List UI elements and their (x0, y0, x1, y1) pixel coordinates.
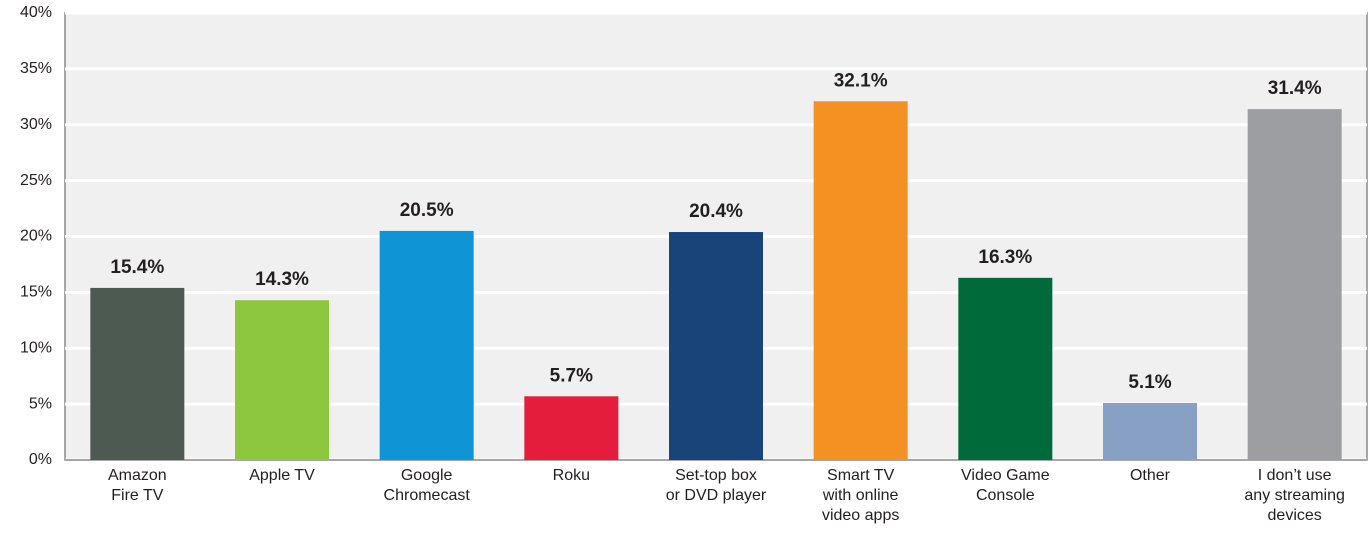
y-tick-label: 10% (20, 339, 52, 356)
value-label: 14.3% (255, 269, 309, 290)
x-tick-label: Apple TV (249, 467, 315, 484)
y-tick-label: 25% (20, 172, 52, 189)
y-tick-label: 35% (20, 60, 52, 77)
bar (235, 300, 329, 460)
bar (379, 230, 474, 460)
x-tick-label: Other (1129, 467, 1170, 484)
bar (669, 232, 763, 460)
x-tick-label: Google Chromecast (383, 467, 470, 504)
x-tick-label: Amazon Fire TV (107, 467, 167, 504)
bar (813, 101, 908, 460)
y-tick-label: 5% (29, 395, 52, 412)
bar (958, 277, 1053, 460)
y-tick-label: 20% (20, 228, 52, 245)
y-tick-label: 0% (29, 451, 52, 468)
y-tick-label: 30% (20, 116, 52, 133)
value-label: 20.5% (400, 200, 454, 221)
x-tick-label: Roku (552, 467, 590, 484)
bar (1247, 109, 1342, 460)
value-label: 5.7% (550, 365, 593, 386)
x-tick-label: Set-top box or DVD player (665, 467, 767, 504)
bar (1103, 403, 1197, 460)
y-tick-label: 15% (20, 284, 52, 301)
value-label: 32.1% (834, 70, 888, 91)
value-label: 16.3% (978, 247, 1032, 268)
x-tick-label: Video Game Console (961, 467, 1050, 504)
value-label: 15.4% (110, 257, 164, 278)
x-tick-label: Smart TV with online video apps (821, 467, 900, 524)
bar (90, 287, 185, 460)
value-label: 5.1% (1128, 372, 1171, 393)
y-tick-label: 40% (20, 4, 52, 21)
x-tick-label: I don’t use any streaming devices (1244, 467, 1345, 524)
value-label: 31.4% (1268, 78, 1322, 99)
value-label: 20.4% (689, 201, 743, 222)
bar (524, 396, 619, 460)
